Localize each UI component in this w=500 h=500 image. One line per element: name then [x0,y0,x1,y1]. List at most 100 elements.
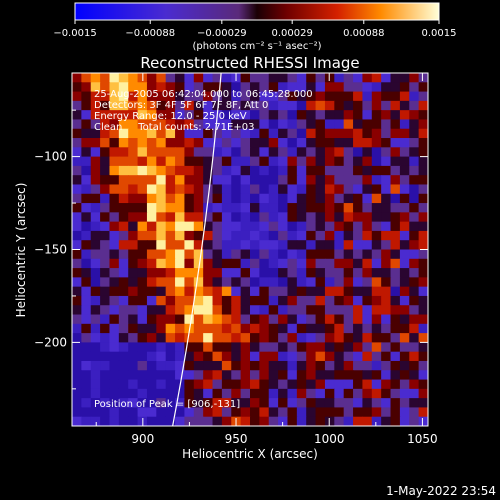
heatmap-cell [193,165,204,176]
heatmap-cell [343,203,354,213]
heatmap-cell [221,398,232,409]
heatmap-cell [165,295,176,306]
heatmap-cell [296,407,307,418]
heatmap-cell [390,119,401,130]
heatmap-cell [306,212,317,223]
heatmap-cell [353,212,364,223]
heatmap-cell [296,193,307,204]
annotation-counts: Clean Total counts: 2.71E+03 [94,122,254,133]
heatmap-cell [90,286,101,297]
heatmap-cell [137,342,148,353]
y-tick-label: −150 [34,243,67,257]
heatmap-cell [128,184,139,195]
heatmap-cell [118,138,129,148]
heatmap-cell [315,91,326,102]
heatmap-cell [231,314,242,325]
heatmap-cell [137,100,148,111]
heatmap-cell [399,82,410,93]
heatmap-cell [193,342,204,353]
heatmap-cell [324,240,335,251]
heatmap-cell [399,351,410,362]
heatmap-cell [109,184,120,195]
heatmap-cell [306,323,317,334]
heatmap-cell [146,82,157,93]
heatmap-cell [390,212,401,223]
heatmap-cell [390,277,401,288]
heatmap-cell [287,268,298,278]
heatmap-cell [240,147,251,158]
heatmap-cell [100,147,111,158]
heatmap-cell [240,388,251,399]
heatmap-cell [156,351,167,362]
heatmap-cell [165,82,176,93]
heatmap-cell [146,184,157,195]
colorbar: −0.0015 −0.00088 −0.00029 0.00029 0.00088 0.0… [53,2,457,52]
heatmap-cell [334,73,345,83]
heatmap-cell [193,360,204,371]
heatmap-cell [175,268,186,278]
heatmap-cell [118,295,129,306]
heatmap-cell [362,314,373,325]
heatmap-cell [362,370,373,381]
heatmap-cell [175,351,186,362]
heatmap-cell [324,203,335,213]
heatmap-cell [371,184,382,195]
heatmap-cell [118,323,129,334]
heatmap-cell [362,175,373,186]
heatmap-cell [353,305,364,316]
heatmap-cell [231,184,242,195]
heatmap-cell [146,360,157,371]
heatmap-cell [184,73,195,83]
heatmap-cell [409,314,420,325]
heatmap-cell [203,323,214,334]
heatmap-cell [278,323,289,334]
heatmap-cell [381,398,392,409]
heatmap-cell [109,91,120,102]
heatmap-cell [334,370,345,381]
heatmap-cell [146,277,157,288]
heatmap-cell [72,416,82,426]
heatmap-cell [203,351,214,362]
heatmap-cell [109,323,120,334]
heatmap-cell [146,175,157,186]
heatmap-cell [278,147,289,158]
heatmap-cell [109,128,120,139]
heatmap-cell [240,379,251,390]
heatmap-cell [306,258,317,269]
heatmap-cell [268,184,279,195]
heatmap-cell [353,398,364,409]
heatmap-cell [165,314,176,325]
heatmap-cell [72,230,82,241]
heatmap-cell [381,258,392,269]
heatmap-cell [353,100,364,111]
heatmap-cell [278,370,289,381]
heatmap-cell [100,82,111,93]
heatmap-cell [128,100,139,111]
heatmap-cell [193,212,204,223]
heatmap-cell [156,305,167,316]
heatmap-cell [362,203,373,213]
heatmap-cell [324,212,335,223]
heatmap-cell [231,323,242,334]
heatmap-cell [146,147,157,158]
heatmap-cell [193,100,204,111]
heatmap-cell [128,305,139,316]
heatmap-cell [240,323,251,334]
heatmap-cell [193,73,204,83]
heatmap-cell [156,230,167,241]
heatmap-cell [315,360,326,371]
heatmap-cell [268,249,279,260]
heatmap-cell [203,360,214,371]
heatmap-cell [353,370,364,381]
heatmap-cell [118,184,129,195]
heatmap-cell [296,305,307,316]
heatmap-cell [118,165,129,176]
heatmap-cell [184,360,195,371]
heatmap-cell [409,230,420,241]
heatmap-cell [193,351,204,362]
heatmap-cell [212,82,223,93]
heatmap-cell [72,286,82,297]
heatmap-cell [371,277,382,288]
heatmap-cell [381,295,392,306]
heatmap-cell [72,82,82,93]
